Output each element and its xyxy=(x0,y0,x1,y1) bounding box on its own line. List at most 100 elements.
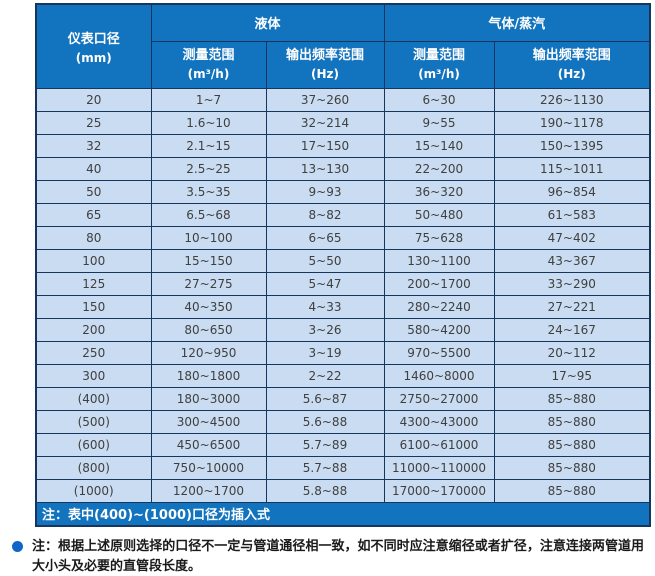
table-row: 125 27~275 5~47 200~1700 33~290 xyxy=(35,271,651,296)
header-group-gas-steam: 气体/蒸汽 xyxy=(383,3,651,42)
cell-diameter: (800) xyxy=(35,455,152,480)
cell-diameter: 250 xyxy=(35,340,152,365)
cell-gas-measure-range: 50~480 xyxy=(383,202,495,227)
cell-liquid-measure-range: 450~6500 xyxy=(150,432,267,457)
cell-gas-freq-range: 85~880 xyxy=(493,478,651,503)
bottom-note: 注：根据上述原则选择的口径不一定与管道通径相一致，如不同时应注意缩径或者扩径，注… xyxy=(12,537,644,576)
header-group-liquid: 液体 xyxy=(150,3,385,42)
cell-gas-measure-range: 6~30 xyxy=(383,87,495,112)
cell-gas-freq-range: 85~880 xyxy=(493,455,651,480)
cell-liquid-freq-range: 5~47 xyxy=(265,271,385,296)
table-row: 32 2.1~15 17~150 15~140 150~1395 xyxy=(35,133,651,158)
table-row: 25 1.6~10 32~214 9~55 190~1178 xyxy=(35,110,651,135)
table-footnote: 注：表中(400)~(1000)口径为插入式 xyxy=(35,501,651,527)
cell-liquid-measure-range: 2.1~15 xyxy=(150,133,267,158)
bullet-icon xyxy=(12,541,23,552)
header-gas-measure-range-unit: (m³/h) xyxy=(418,67,460,82)
cell-gas-measure-range: 9~55 xyxy=(383,110,495,135)
bottom-note-text: 注：根据上述原则选择的口径不一定与管道通径相一致，如不同时应注意缩径或者扩径，注… xyxy=(32,539,644,574)
cell-diameter: 100 xyxy=(35,248,152,273)
table-row: 50 3.5~35 9~93 36~320 96~854 xyxy=(35,179,651,204)
header-meter-diameter-unit: (mm) xyxy=(75,50,112,65)
cell-gas-measure-range: 2750~27000 xyxy=(383,386,495,411)
cell-diameter: (600) xyxy=(35,432,152,457)
cell-gas-measure-range: 36~320 xyxy=(383,179,495,204)
table-row: (400) 180~3000 5.6~87 2750~27000 85~880 xyxy=(35,386,651,411)
cell-diameter: 32 xyxy=(35,133,152,158)
table-footer: 注：表中(400)~(1000)口径为插入式 xyxy=(35,501,651,527)
table-body: 20 1~7 37~260 6~30 226~1130 25 1.6~10 32… xyxy=(35,87,651,503)
cell-gas-freq-range: 226~1130 xyxy=(493,87,651,112)
cell-gas-measure-range: 970~5500 xyxy=(383,340,495,365)
cell-liquid-freq-range: 37~260 xyxy=(265,87,385,112)
table-row: 250 120~950 3~19 970~5500 20~112 xyxy=(35,340,651,365)
cell-diameter: 50 xyxy=(35,179,152,204)
cell-liquid-measure-range: 180~3000 xyxy=(150,386,267,411)
table-row: 300 180~1800 2~22 1460~8000 17~95 xyxy=(35,363,651,388)
header-gas-freq-range-unit: (Hz) xyxy=(557,67,586,82)
header-gas-freq-range: 输出频率范围 (Hz) xyxy=(493,40,651,89)
cell-diameter: 40 xyxy=(35,156,152,181)
table-row: (500) 300~4500 5.6~88 4300~43000 85~880 xyxy=(35,409,651,434)
cell-gas-freq-range: 115~1011 xyxy=(493,156,651,181)
cell-gas-freq-range: 27~221 xyxy=(493,294,651,319)
table-header: 仪表口径 (mm) 液体 气体/蒸汽 测量范围 (m³/h) 输出频率范围 (H… xyxy=(35,3,651,89)
cell-diameter: (500) xyxy=(35,409,152,434)
cell-gas-freq-range: 85~880 xyxy=(493,386,651,411)
cell-liquid-measure-range: 1~7 xyxy=(150,87,267,112)
header-gas-measure-range: 测量范围 (m³/h) xyxy=(383,40,495,89)
cell-liquid-freq-range: 3~19 xyxy=(265,340,385,365)
cell-liquid-measure-range: 2.5~25 xyxy=(150,156,267,181)
cell-liquid-freq-range: 5.7~89 xyxy=(265,432,385,457)
cell-gas-freq-range: 20~112 xyxy=(493,340,651,365)
cell-liquid-freq-range: 5.6~88 xyxy=(265,409,385,434)
cell-gas-measure-range: 1460~8000 xyxy=(383,363,495,388)
cell-gas-freq-range: 24~167 xyxy=(493,317,651,342)
header-gas-measure-range-label: 测量范围 xyxy=(413,47,466,63)
cell-liquid-freq-range: 5.6~87 xyxy=(265,386,385,411)
cell-liquid-freq-range: 8~82 xyxy=(265,202,385,227)
header-meter-diameter-label: 仪表口径 xyxy=(67,31,120,47)
header-liquid-freq-range-unit: (Hz) xyxy=(311,67,339,82)
cell-gas-measure-range: 580~4200 xyxy=(383,317,495,342)
cell-liquid-measure-range: 10~100 xyxy=(150,225,267,250)
cell-gas-measure-range: 130~1100 xyxy=(383,248,495,273)
cell-diameter: 200 xyxy=(35,317,152,342)
cell-liquid-measure-range: 40~350 xyxy=(150,294,267,319)
cell-liquid-measure-range: 1.6~10 xyxy=(150,110,267,135)
cell-liquid-measure-range: 120~950 xyxy=(150,340,267,365)
cell-liquid-measure-range: 27~275 xyxy=(150,271,267,296)
cell-liquid-measure-range: 300~4500 xyxy=(150,409,267,434)
cell-liquid-measure-range: 80~650 xyxy=(150,317,267,342)
cell-gas-freq-range: 85~880 xyxy=(493,409,651,434)
cell-diameter: 65 xyxy=(35,202,152,227)
cell-liquid-freq-range: 5.7~88 xyxy=(265,455,385,480)
cell-gas-measure-range: 75~628 xyxy=(383,225,495,250)
flow-meter-spec-table: 仪表口径 (mm) 液体 气体/蒸汽 测量范围 (m³/h) 输出频率范围 (H… xyxy=(35,3,652,527)
spec-table-container: 仪表口径 (mm) 液体 气体/蒸汽 测量范围 (m³/h) 输出频率范围 (H… xyxy=(35,3,652,527)
header-liquid-freq-range: 输出频率范围 (Hz) xyxy=(265,40,385,89)
cell-liquid-freq-range: 4~33 xyxy=(265,294,385,319)
header-liquid-measure-range-unit: (m³/h) xyxy=(187,67,230,82)
cell-liquid-freq-range: 9~93 xyxy=(265,179,385,204)
cell-liquid-freq-range: 13~130 xyxy=(265,156,385,181)
cell-diameter: 300 xyxy=(35,363,152,388)
cell-liquid-measure-range: 6.5~68 xyxy=(150,202,267,227)
cell-diameter: 150 xyxy=(35,294,152,319)
cell-gas-freq-range: 43~367 xyxy=(493,248,651,273)
cell-gas-freq-range: 47~402 xyxy=(493,225,651,250)
cell-gas-freq-range: 150~1395 xyxy=(493,133,651,158)
cell-liquid-freq-range: 17~150 xyxy=(265,133,385,158)
cell-gas-freq-range: 33~290 xyxy=(493,271,651,296)
cell-gas-freq-range: 85~880 xyxy=(493,432,651,457)
cell-gas-measure-range: 22~200 xyxy=(383,156,495,181)
header-liquid-freq-range-label: 输出频率范围 xyxy=(286,47,365,63)
table-row: 80 10~100 6~65 75~628 47~402 xyxy=(35,225,651,250)
cell-liquid-measure-range: 750~10000 xyxy=(150,455,267,480)
cell-liquid-measure-range: 180~1800 xyxy=(150,363,267,388)
cell-liquid-freq-range: 6~65 xyxy=(265,225,385,250)
table-row: 40 2.5~25 13~130 22~200 115~1011 xyxy=(35,156,651,181)
cell-liquid-measure-range: 1200~1700 xyxy=(150,478,267,503)
cell-gas-measure-range: 11000~110000 xyxy=(383,455,495,480)
table-row: (800) 750~10000 5.7~88 11000~110000 85~8… xyxy=(35,455,651,480)
